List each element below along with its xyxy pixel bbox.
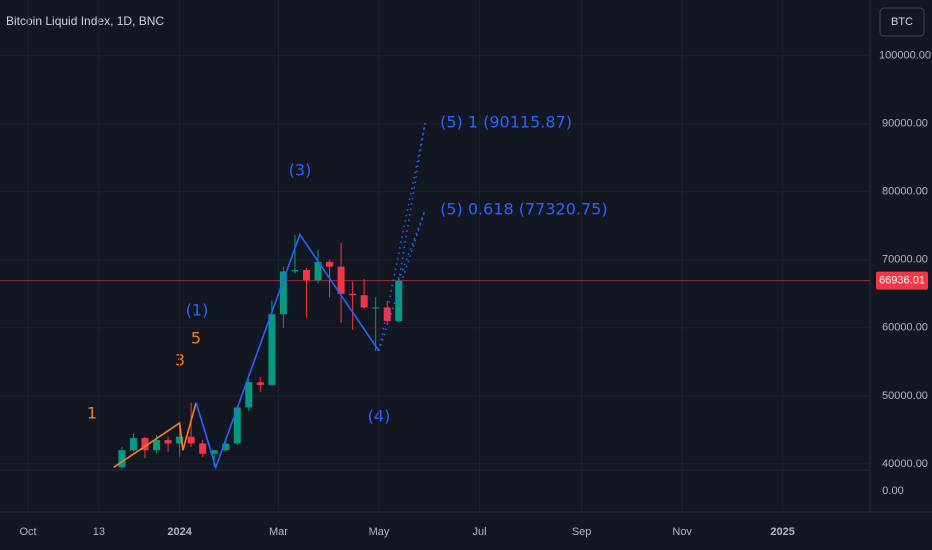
x-tick-label: Nov — [672, 526, 692, 538]
wave-line — [195, 232, 380, 470]
candle-body — [360, 295, 368, 308]
x-tick-label: Mar — [269, 526, 288, 538]
y-tick-label: 100000.00 — [879, 50, 931, 62]
last-price-box — [876, 271, 928, 290]
projection-label: (5) 1 (90115.87) — [440, 113, 572, 132]
candle-body — [176, 436, 184, 444]
y-tick-label: 40000.00 — [882, 458, 928, 470]
x-tick-label: Sep — [572, 526, 592, 538]
candle-body — [141, 438, 149, 451]
y-tick-label: 0.00 — [882, 485, 903, 497]
candle-body — [372, 307, 380, 309]
candle-body — [291, 270, 299, 272]
x-tick-label: 2025 — [770, 526, 794, 538]
y-tick-label: 90000.00 — [882, 118, 928, 130]
projection-line — [378, 122, 426, 352]
candle-body — [129, 438, 137, 451]
y-tick-label: 70000.00 — [882, 254, 928, 266]
candle-body — [337, 266, 345, 294]
candle-body — [233, 407, 241, 444]
candle-body — [326, 261, 334, 267]
candle-body — [383, 307, 391, 322]
last-price-label: 66936.01 — [879, 275, 925, 287]
candle-body — [302, 270, 310, 281]
candle-body — [268, 314, 276, 385]
y-tick-label: 60000.00 — [882, 322, 928, 334]
projection-line — [398, 122, 426, 281]
symbol[interactable]: BTC — [891, 16, 913, 28]
wave-label: (3) — [289, 161, 312, 180]
x-tick-label: 2024 — [167, 526, 192, 538]
symbol-box[interactable] — [879, 7, 925, 37]
candle-body — [187, 436, 195, 444]
projection-label: (5) 0.618 (77320.75) — [440, 200, 607, 219]
x-tick-label: 13 — [93, 526, 105, 538]
candle-body — [164, 440, 172, 444]
wave-label: (1) — [186, 301, 209, 320]
candle-body — [118, 450, 126, 468]
candle-body — [153, 440, 161, 451]
x-tick-label: Jul — [472, 526, 486, 538]
x-tick-label: Oct — [19, 526, 36, 538]
x-tick-label: May — [369, 526, 390, 538]
candle-body — [279, 271, 287, 315]
candle-body — [395, 280, 403, 322]
y-tick-label: 80000.00 — [882, 186, 928, 198]
candle-body — [349, 293, 357, 296]
candle-body — [199, 443, 207, 454]
chart-title: Bitcoin Liquid Index, 1D, BNC — [6, 14, 164, 28]
wave-label: 5 — [191, 329, 201, 348]
y-tick-label: 50000.00 — [882, 390, 928, 402]
candle-body — [245, 382, 253, 408]
wave-label: 1 — [87, 404, 97, 423]
wave-line — [113, 402, 197, 468]
candle-body — [314, 261, 322, 281]
candle-body — [222, 443, 230, 451]
candle-body — [256, 382, 264, 385]
candle-body — [210, 450, 218, 454]
